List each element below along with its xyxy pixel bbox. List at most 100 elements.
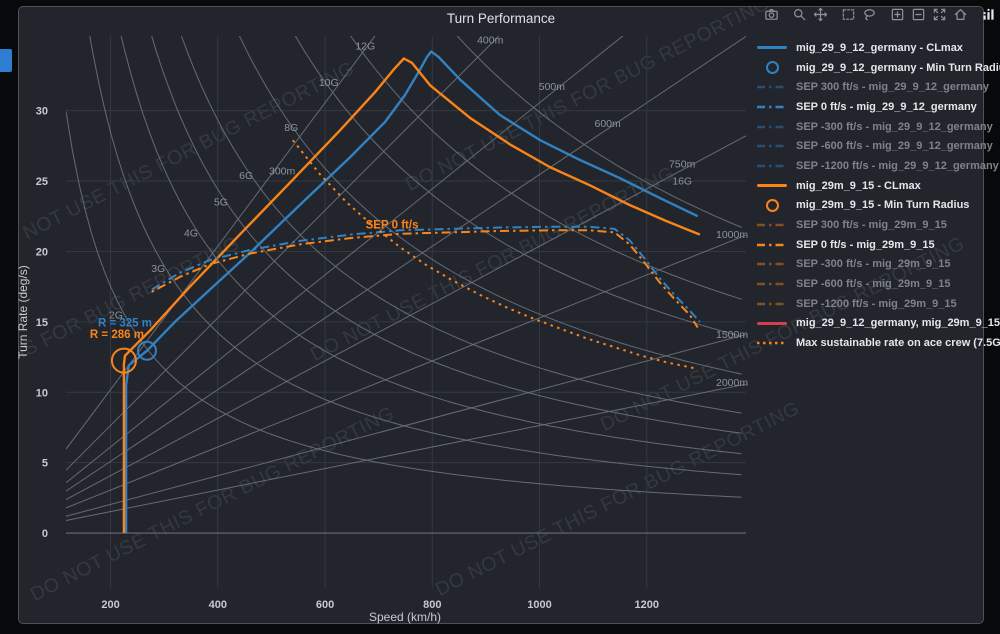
pan-icon[interactable] [811,5,829,24]
camera-icon[interactable] [762,5,780,24]
legend-item-label: mig_29m_9_15 - CLmax [796,179,921,192]
y-tick-label: 10 [36,387,48,399]
legend-item-label: Max sustainable rate on ace crew (7.5G) [796,337,1000,350]
legend-item-label: SEP -1200 ft/s - mig_29m_9_15 [796,297,957,310]
g-load-line [66,111,742,498]
turn-radius-line [66,234,746,509]
dashdot-swatch-icon [757,124,787,130]
reference-label: 4G [184,228,198,240]
legend-item-5[interactable]: SEP -600 ft/s - mig_29_9_12_germany [757,136,1000,156]
reference-labels: 2G 3G 4G 5G 6G 8G 10G 12G 16G 300m 400m 500m 600m 750… [109,35,748,389]
legend-item-15[interactable]: Max sustainable rate on ace crew (7.5G) [757,333,1000,353]
series-4[interactable] [292,139,696,370]
legend-item-label: SEP 0 ft/s - mig_29m_9_15 [796,238,935,251]
reference-label: 16G [672,176,692,188]
reference-label: 3G [151,263,165,275]
legend-item-label: SEP -300 ft/s - mig_29_9_12_germany [796,120,993,133]
legend-item-6[interactable]: SEP -1200 ft/s - mig_29_9_12_germany [757,156,1000,176]
reference-label: 400m [477,35,504,47]
legend-item-8[interactable]: mig_29m_9_15 - Min Turn Radius [757,196,1000,216]
dashdot-swatch-icon [757,143,787,149]
turn-radius-line [66,135,746,500]
solid-swatch-icon [757,46,787,50]
reference-label: 750m [669,159,696,171]
reference-label: 8G [284,122,298,134]
legend-item-12[interactable]: SEP -600 ft/s - mig_29m_9_15 [757,274,1000,294]
legend-item-label: SEP 0 ft/s - mig_29_9_12_germany [796,100,977,113]
legend-item-label: SEP 300 ft/s - mig_29_9_12_germany [796,81,990,94]
plotly-logo-icon[interactable] [979,5,997,24]
chart-annotation: R = 325 m [98,318,152,330]
reference-label: 12G [355,40,375,52]
dotted-swatch-icon [757,340,787,346]
dashdot-swatch-icon [757,222,787,228]
series-1[interactable] [122,57,701,534]
series-0[interactable] [124,50,699,534]
g-load-line [180,36,742,414]
reference-label: 300m [269,166,296,178]
reference-label: 500m [539,81,566,93]
legend-item-label: mig_29_9_12_germany - Min Turn Radius [796,61,1000,74]
zoom-out-icon[interactable] [909,5,927,24]
y-tick-label: 5 [42,458,48,470]
reference-label: 2G [109,309,123,321]
dashdot-swatch-icon [757,281,787,287]
reference-label: 5G [214,197,228,209]
legend-item-14[interactable]: mig_29_9_12_germany, mig_29m_9_15 - VNE [757,314,1000,334]
y-tick-label: 20 [36,246,48,258]
chart-annotation: SEP 0 ft/s [366,220,419,232]
reference-label: 6G [239,170,253,182]
g-load-line [350,36,742,300]
zoom-in-icon[interactable] [888,5,906,24]
legend-item-label: SEP -600 ft/s - mig_29_9_12_germany [796,140,993,153]
legend-item-label: SEP -600 ft/s - mig_29m_9_15 [796,278,951,291]
lasso-select-icon[interactable] [860,5,878,24]
y-axis-title: Turn Rate (deg/s) [16,265,30,359]
chart-annotation: R = 286 m [90,329,144,341]
autoscale-icon[interactable] [930,5,948,24]
dashdot-swatch-icon [757,163,787,169]
series-curves [110,50,701,534]
legend-item-13[interactable]: SEP -1200 ft/s - mig_29m_9_15 [757,294,1000,314]
reference-label: 600m [595,118,622,130]
dashdot-swatch-icon [757,104,787,110]
page-title: Turn Performance [446,11,556,26]
g-load-line [151,36,742,434]
window-accent-tab[interactable] [0,49,12,72]
legend-item-1[interactable]: mig_29_9_12_germany - Min Turn Radius [757,58,1000,78]
legend: mig_29_9_12_germany - CLmax mig_29_9_12_g… [757,38,1000,353]
legend-item-0[interactable]: mig_29_9_12_germany - CLmax [757,38,1000,58]
g-load-line [89,36,742,476]
series-2[interactable] [151,225,701,323]
plotly-modebar [759,5,997,24]
reference-lines [66,36,746,521]
reset-axes-icon[interactable] [951,5,969,24]
legend-item-2[interactable]: SEP 300 ft/s - mig_29_9_12_germany [757,77,1000,97]
circle-swatch-icon [757,198,787,212]
dashdot-swatch-icon [757,84,787,90]
legend-item-7[interactable]: mig_29m_9_15 - CLmax [757,176,1000,196]
legend-item-10[interactable]: SEP 0 ft/s - mig_29m_9_15 [757,235,1000,255]
min-turn-radius-marker[interactable] [110,347,137,374]
box-select-icon[interactable] [839,5,857,24]
legend-item-3[interactable]: SEP 0 ft/s - mig_29_9_12_germany [757,97,1000,117]
y-tick-label: 25 [36,176,48,188]
zoom-icon[interactable] [790,5,808,24]
turn-radius-line [66,36,624,484]
x-tick-label: 400 [209,599,227,611]
reference-label: 1500m [716,329,748,341]
g-load-line [238,36,742,375]
legend-item-4[interactable]: SEP -300 ft/s - mig_29_9_12_germany [757,117,1000,137]
legend-item-9[interactable]: SEP 300 ft/s - mig_29m_9_15 [757,215,1000,235]
series-3[interactable] [147,229,699,329]
legend-item-11[interactable]: SEP -300 ft/s - mig_29m_9_15 [757,255,1000,275]
solid-swatch-icon [757,321,787,325]
circle-swatch-icon [757,61,787,75]
chart-panel [18,6,984,624]
reference-label: 1000m [716,229,748,241]
reference-label: 2000m [716,377,748,389]
min-turn-radius-marker[interactable] [136,340,157,361]
legend-item-label: SEP -300 ft/s - mig_29m_9_15 [796,258,951,271]
